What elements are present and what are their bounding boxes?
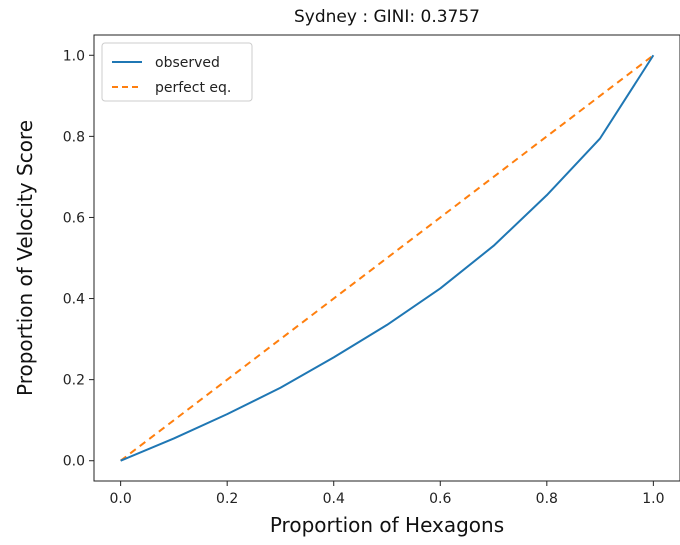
series-line-observed [120, 54, 655, 462]
x-tick-label: 0.0 [110, 491, 132, 507]
x-tick-label: 0.6 [429, 491, 451, 507]
legend-label-observed: observed [155, 55, 220, 71]
y-tick-label: 0.0 [63, 454, 85, 470]
x-axis-ticks: 0.0 0.2 0.4 0.6 0.8 1.0 [110, 481, 664, 507]
legend: observed perfect eq. [101, 42, 253, 102]
plot-area [120, 54, 655, 462]
x-axis-label: Proportion of Hexagons [270, 513, 504, 537]
y-tick-label: 0.8 [63, 129, 85, 145]
y-tick-label: 1.0 [63, 48, 85, 64]
x-tick-label: 0.4 [323, 491, 345, 507]
plot-frame [93, 34, 680, 482]
y-tick-label: 0.6 [63, 210, 85, 226]
y-axis-ticks: 0.0 0.2 0.4 0.6 0.8 1.0 [63, 48, 94, 470]
legend-box [101, 42, 253, 102]
x-tick-label: 1.0 [642, 491, 664, 507]
x-tick-label: 0.8 [536, 491, 558, 507]
series-line-perfect-eq [120, 54, 654, 462]
chart-title: Sydney : GINI: 0.3757 [294, 7, 480, 27]
y-axis-label: Proportion of Velocity Score [13, 120, 37, 396]
legend-label-perfect-eq: perfect eq. [155, 80, 231, 96]
x-tick-label: 0.2 [216, 491, 238, 507]
y-tick-label: 0.2 [63, 373, 85, 389]
y-tick-label: 0.4 [63, 292, 85, 308]
